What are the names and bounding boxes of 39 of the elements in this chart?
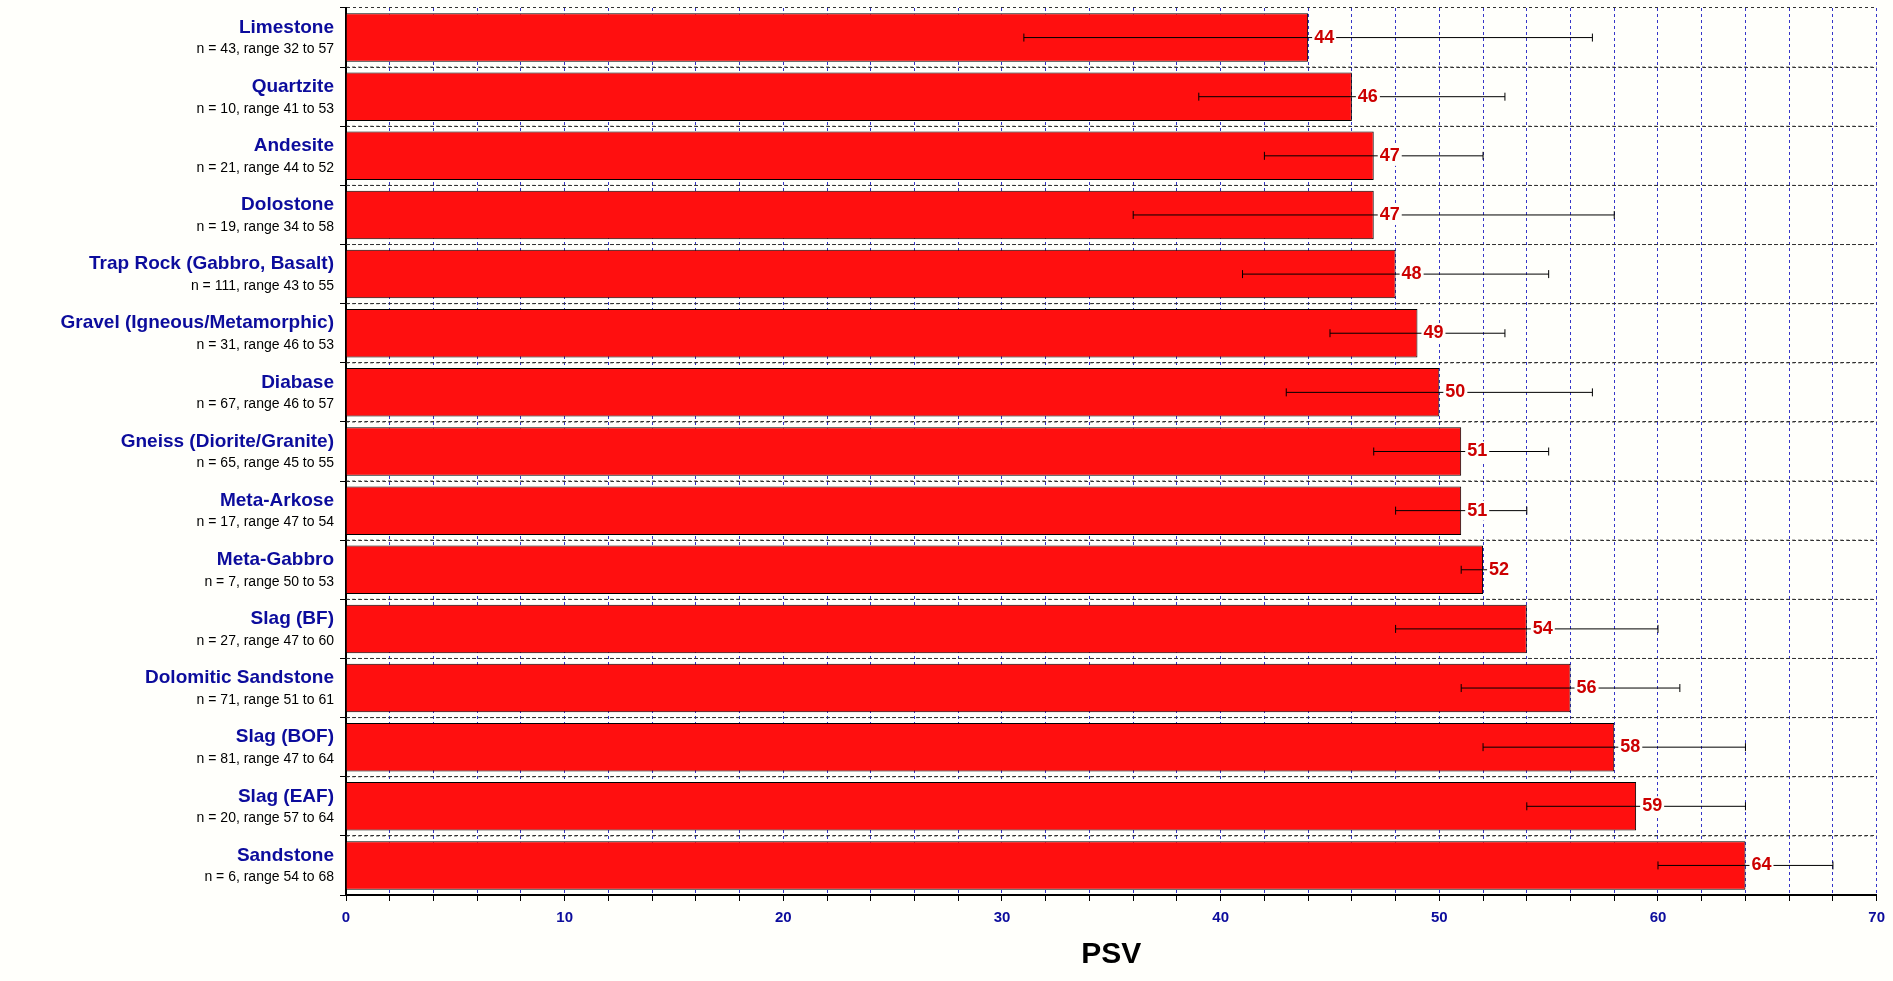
data-label: 50	[1445, 381, 1466, 402]
y-tick-label: Limestone n = 43, range 32 to 57	[196, 15, 335, 57]
data-label: 47	[1379, 144, 1400, 165]
data-label: 52	[1489, 558, 1510, 579]
data-label: 51	[1467, 499, 1488, 520]
x-tick-label: 20	[774, 908, 792, 926]
y-tick-label: Gravel (Igneous/Metamorphic) n = 31, range 46 to 53	[60, 311, 335, 353]
y-tick-label: Slag (BOF) n = 81, range 47 to 64	[196, 725, 335, 767]
y-tick-label: Slag (BF) n = 27, range 47 to 60	[196, 607, 335, 648]
data-label: 64	[1751, 854, 1772, 875]
x-tick-label: 0	[341, 908, 351, 926]
x-axis-title: PSV	[1081, 936, 1142, 970]
y-tick-label: Meta-Arkose n = 17, range 47 to 54	[196, 488, 335, 530]
y-tick-label: Meta-Gabbro n = 7, range 50 to 53	[204, 548, 335, 589]
x-tick-label: 40	[1212, 908, 1230, 926]
y-tick-label: Trap Rock (Gabbro, Basalt) n = 111, range 43 to 55	[89, 252, 335, 293]
y-tick-label: Andesite n = 21, range 44 to 52	[196, 134, 335, 175]
y-tick-label: Diabase n = 67, range 46 to 57	[196, 370, 335, 412]
data-label: 51	[1467, 440, 1488, 461]
data-label: 48	[1401, 263, 1422, 284]
x-tick-label: 30	[993, 908, 1011, 926]
x-tick-label: 70	[1868, 908, 1885, 926]
data-label: 58	[1620, 736, 1641, 757]
data-label: 44	[1314, 26, 1335, 47]
data-label: 59	[1642, 795, 1663, 816]
data-label: 56	[1576, 677, 1597, 697]
y-tick-label: Dolomitic Sandstone n = 71, range 51 to 61	[145, 666, 335, 707]
y-tick-label: Slag (EAF) n = 20, range 57 to 64	[196, 784, 335, 826]
y-tick-label: Quartzite n = 10, range 41 to 53	[196, 74, 335, 116]
y-tick-label: Dolostone n = 19, range 34 to 58	[196, 193, 335, 234]
x-tick-label: 10	[556, 908, 574, 926]
y-tick-label: Sandstone n = 6, range 54 to 68	[204, 843, 335, 885]
data-label: 54	[1532, 617, 1553, 638]
data-label: 47	[1379, 203, 1400, 224]
x-tick-label: 50	[1430, 908, 1448, 926]
x-tick-label: 60	[1649, 908, 1667, 926]
data-label: 46	[1357, 85, 1378, 106]
y-tick-label: Gneiss (Diorite/Granite) n = 65, range 45 to 55	[120, 429, 335, 471]
data-label: 49	[1423, 322, 1444, 343]
